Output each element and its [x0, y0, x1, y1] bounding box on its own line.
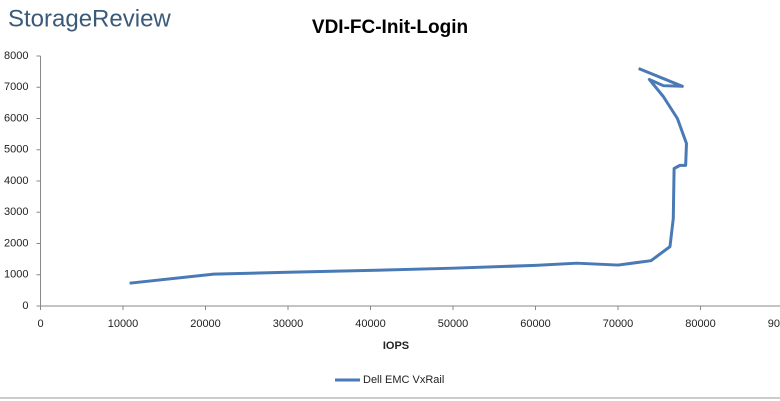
y-tick-label: 3000: [4, 206, 28, 218]
watermark: StorageReview: [8, 5, 171, 32]
chart-title: VDI-FC-Init-Login: [312, 17, 468, 38]
y-tick-label: 6000: [4, 112, 28, 124]
x-tick-label: 30000: [273, 318, 304, 330]
x-tick-label: 0: [37, 318, 43, 330]
y-tick-label: 8000: [4, 50, 28, 62]
x-tick-label: 70000: [603, 318, 634, 330]
y-tick-label: 0: [22, 300, 28, 312]
x-tick-label: 90000: [768, 318, 780, 330]
y-tick-label: 2000: [4, 237, 28, 249]
y-tick-label: 7000: [4, 81, 28, 93]
y-tick-label: 1000: [4, 269, 28, 281]
y-tick-label: 4000: [4, 175, 28, 187]
x-axis-label: IOPS: [383, 340, 409, 352]
x-tick-label: 60000: [520, 318, 551, 330]
x-tick-label: 80000: [685, 318, 716, 330]
x-tick-label: 10000: [108, 318, 139, 330]
x-tick-label: 40000: [355, 318, 386, 330]
y-tick-label: 5000: [4, 144, 28, 156]
x-tick-label: 20000: [190, 318, 221, 330]
legend-label: Dell EMC VxRail: [363, 374, 444, 386]
series-line: [129, 67, 688, 285]
x-tick-label: 50000: [438, 318, 469, 330]
